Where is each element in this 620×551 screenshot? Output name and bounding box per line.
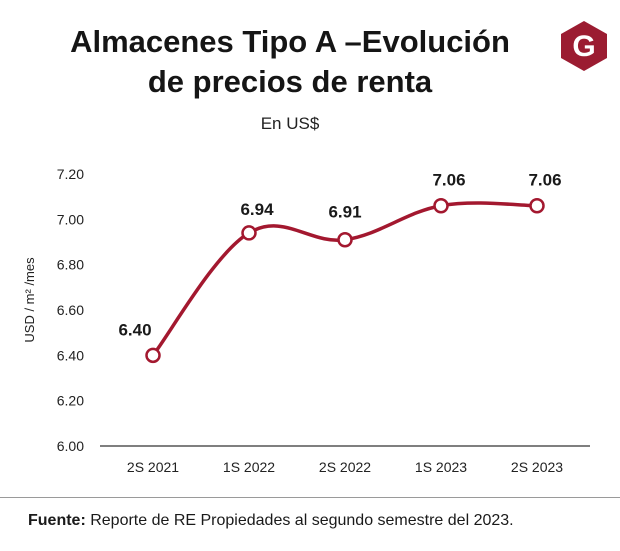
x-tick-label: 2S 2022: [319, 459, 371, 475]
source-note: Fuente: Reporte de RE Propiedades al seg…: [28, 512, 608, 530]
data-point: [529, 197, 545, 214]
data-labels: 6.40 6.94 6.91 7.06 7.06: [118, 171, 561, 340]
data-point: [337, 231, 353, 248]
source-label: Fuente:: [28, 512, 86, 529]
data-markers: [145, 197, 545, 364]
source-text: Reporte de RE Propiedades al segundo sem…: [85, 512, 514, 529]
data-label: 6.40: [118, 320, 151, 339]
y-tick-label: 6.20: [57, 393, 84, 409]
y-axis-title: USD / m² /mes: [22, 257, 37, 343]
data-label: 7.06: [432, 171, 465, 190]
data-label: 7.06: [528, 171, 561, 190]
x-tick-label: 1S 2023: [415, 459, 467, 475]
series-line: [151, 201, 539, 358]
y-axis-ticks: 6.00 6.20 6.40 6.60 6.80 7.00 7.20: [57, 166, 84, 454]
data-point: [241, 225, 257, 241]
line-chart: USD / m² /mes 6.00 6.20 6.40 6.60 6.80 7.00 7.…: [22, 166, 590, 475]
y-tick-label: 6.00: [57, 438, 84, 454]
y-tick-label: 6.40: [57, 347, 84, 363]
brand-logo: G: [561, 21, 607, 71]
x-axis-ticks: 2S 2021 1S 2022 2S 2022 1S 2023 2S 2023: [127, 459, 563, 475]
logo-hexagon: [561, 21, 607, 71]
x-tick-label: 1S 2022: [223, 459, 275, 475]
data-point: [145, 347, 161, 364]
title-line-2: de precios de renta: [147, 64, 433, 99]
y-axis-title-group: USD / m² /mes: [22, 257, 37, 343]
y-tick-label: 7.00: [57, 211, 84, 227]
footer-divider: [0, 497, 620, 498]
chart-title: Almacenes Tipo A –Evolución de precios d…: [20, 22, 560, 102]
x-tick-label: 2S 2021: [127, 459, 179, 475]
data-label: 6.94: [240, 200, 274, 219]
logo-letter: G: [572, 30, 595, 63]
y-tick-label: 6.80: [57, 257, 84, 273]
y-tick-label: 6.60: [57, 302, 84, 318]
title-line-1: Almacenes Tipo A –Evolución: [70, 24, 510, 59]
chart-subtitle: En US$: [260, 114, 320, 133]
x-tick-label: 2S 2023: [511, 459, 563, 475]
data-point: [433, 197, 449, 214]
data-label: 6.91: [328, 203, 361, 222]
y-tick-label: 7.20: [57, 166, 84, 182]
